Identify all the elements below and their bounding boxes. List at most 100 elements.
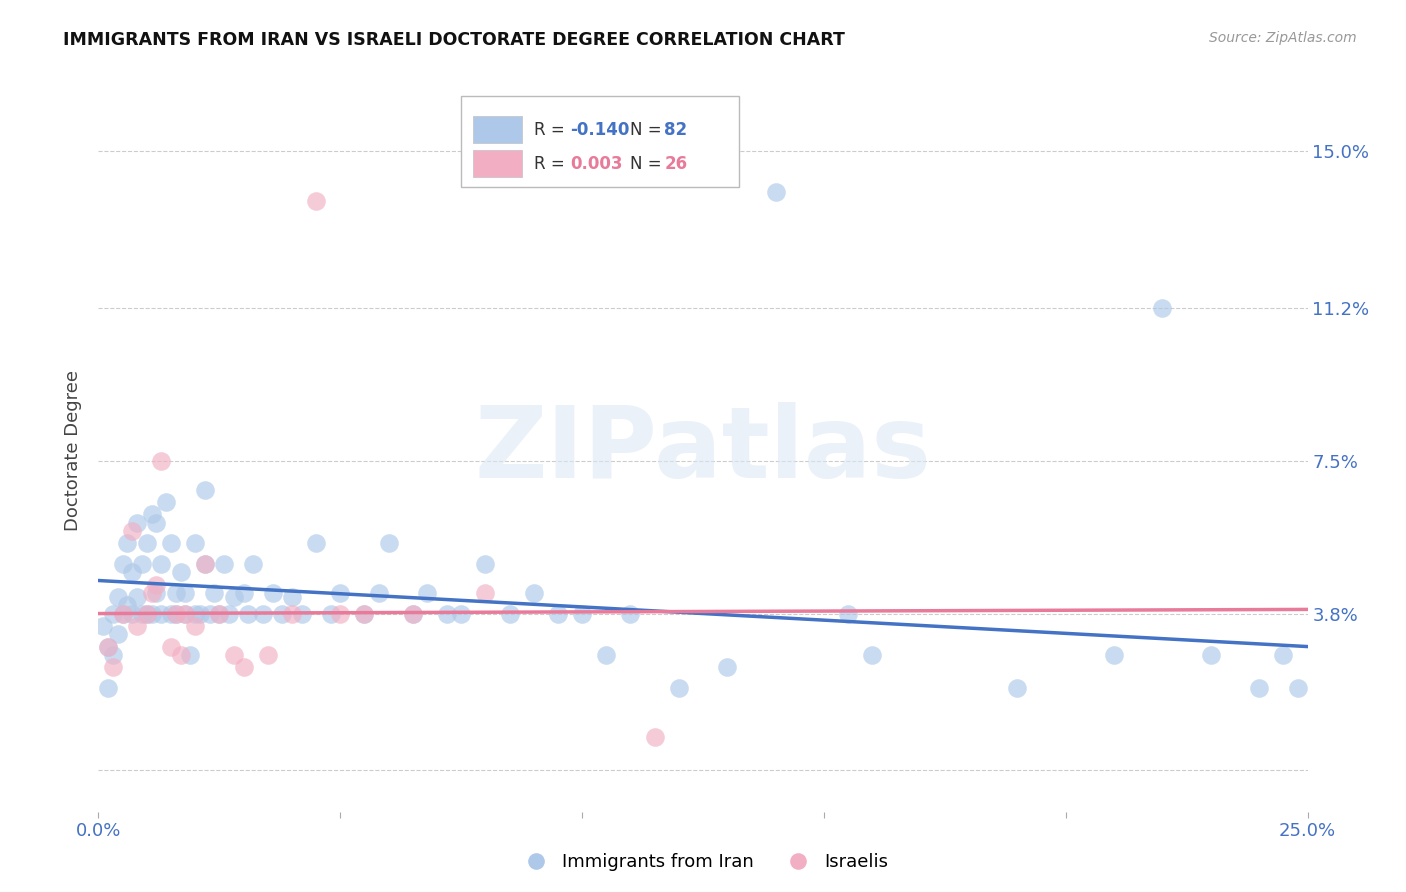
Text: N =: N = (630, 154, 668, 173)
Point (145, 586, 167, 600)
Point (1249, 681, 1271, 695)
Point (179, 648, 201, 662)
Point (595, 648, 617, 662)
Point (141, 508, 163, 522)
Point (127, 516, 149, 530)
Point (121, 524, 143, 538)
Point (121, 566, 143, 580)
Point (145, 577, 167, 591)
Text: 26: 26 (664, 154, 688, 173)
Point (290, 607, 312, 621)
Point (377, 536, 399, 550)
Point (416, 586, 439, 600)
FancyBboxPatch shape (474, 116, 522, 144)
Point (198, 607, 221, 621)
Point (131, 607, 153, 621)
Point (135, 607, 157, 621)
Point (222, 648, 245, 662)
Point (208, 607, 231, 621)
Point (256, 648, 278, 662)
Point (668, 681, 690, 695)
Point (281, 607, 304, 621)
Text: Source: ZipAtlas.com: Source: ZipAtlas.com (1209, 31, 1357, 45)
Text: IMMIGRANTS FROM IRAN VS ISRAELI DOCTORATE DEGREE CORRELATION CHART: IMMIGRANTS FROM IRAN VS ISRAELI DOCTORAT… (63, 31, 845, 49)
Point (145, 516, 167, 530)
Point (141, 607, 163, 621)
Point (232, 586, 254, 600)
Text: -0.140: -0.140 (569, 120, 630, 138)
Point (498, 607, 520, 621)
Point (368, 586, 391, 600)
Point (1199, 648, 1222, 662)
Point (837, 607, 859, 621)
Text: ZIPatlas: ZIPatlas (475, 402, 931, 499)
Point (111, 607, 134, 621)
Point (169, 648, 191, 662)
Point (212, 557, 235, 571)
Legend: Immigrants from Iran, Israelis: Immigrants from Iran, Israelis (510, 847, 896, 879)
Point (232, 660, 254, 674)
Point (716, 660, 738, 674)
Point (127, 619, 149, 633)
Point (252, 607, 274, 621)
Point (165, 607, 187, 621)
Point (474, 557, 496, 571)
Point (131, 557, 153, 571)
Point (169, 566, 191, 580)
Point (188, 607, 211, 621)
Point (184, 536, 207, 550)
Point (644, 731, 666, 745)
Point (353, 607, 375, 621)
Text: 0.003: 0.003 (569, 154, 623, 173)
Point (101, 660, 124, 674)
Text: N =: N = (630, 120, 668, 138)
Point (150, 454, 173, 468)
Point (150, 557, 173, 571)
Point (155, 495, 177, 509)
Point (107, 627, 129, 641)
Point (1007, 681, 1029, 695)
Point (436, 607, 458, 621)
FancyBboxPatch shape (461, 96, 740, 186)
Point (262, 586, 284, 600)
Point (111, 607, 134, 621)
Point (97, 640, 120, 654)
Point (547, 607, 569, 621)
Point (194, 557, 217, 571)
Point (619, 607, 641, 621)
Point (184, 619, 207, 633)
Point (222, 590, 245, 604)
Point (765, 186, 787, 200)
Point (238, 607, 260, 621)
Point (1152, 301, 1174, 315)
Point (174, 586, 197, 600)
Point (184, 607, 207, 621)
Point (319, 607, 342, 621)
Point (141, 586, 163, 600)
Point (150, 607, 173, 621)
Point (402, 607, 425, 621)
Point (160, 640, 183, 654)
Point (1272, 648, 1295, 662)
Point (111, 557, 134, 571)
Point (165, 586, 187, 600)
Y-axis label: Doctorate Degree: Doctorate Degree (65, 370, 83, 531)
Point (160, 536, 183, 550)
Point (523, 586, 546, 600)
Point (97, 681, 120, 695)
Point (474, 586, 496, 600)
Point (402, 607, 425, 621)
Point (353, 607, 375, 621)
Point (218, 607, 240, 621)
Point (1102, 648, 1125, 662)
Point (174, 607, 197, 621)
Point (860, 648, 883, 662)
Point (271, 607, 294, 621)
Point (101, 607, 124, 621)
Point (329, 586, 352, 600)
Point (135, 536, 157, 550)
Point (174, 607, 197, 621)
Point (101, 648, 124, 662)
Point (135, 607, 157, 621)
Point (305, 536, 328, 550)
